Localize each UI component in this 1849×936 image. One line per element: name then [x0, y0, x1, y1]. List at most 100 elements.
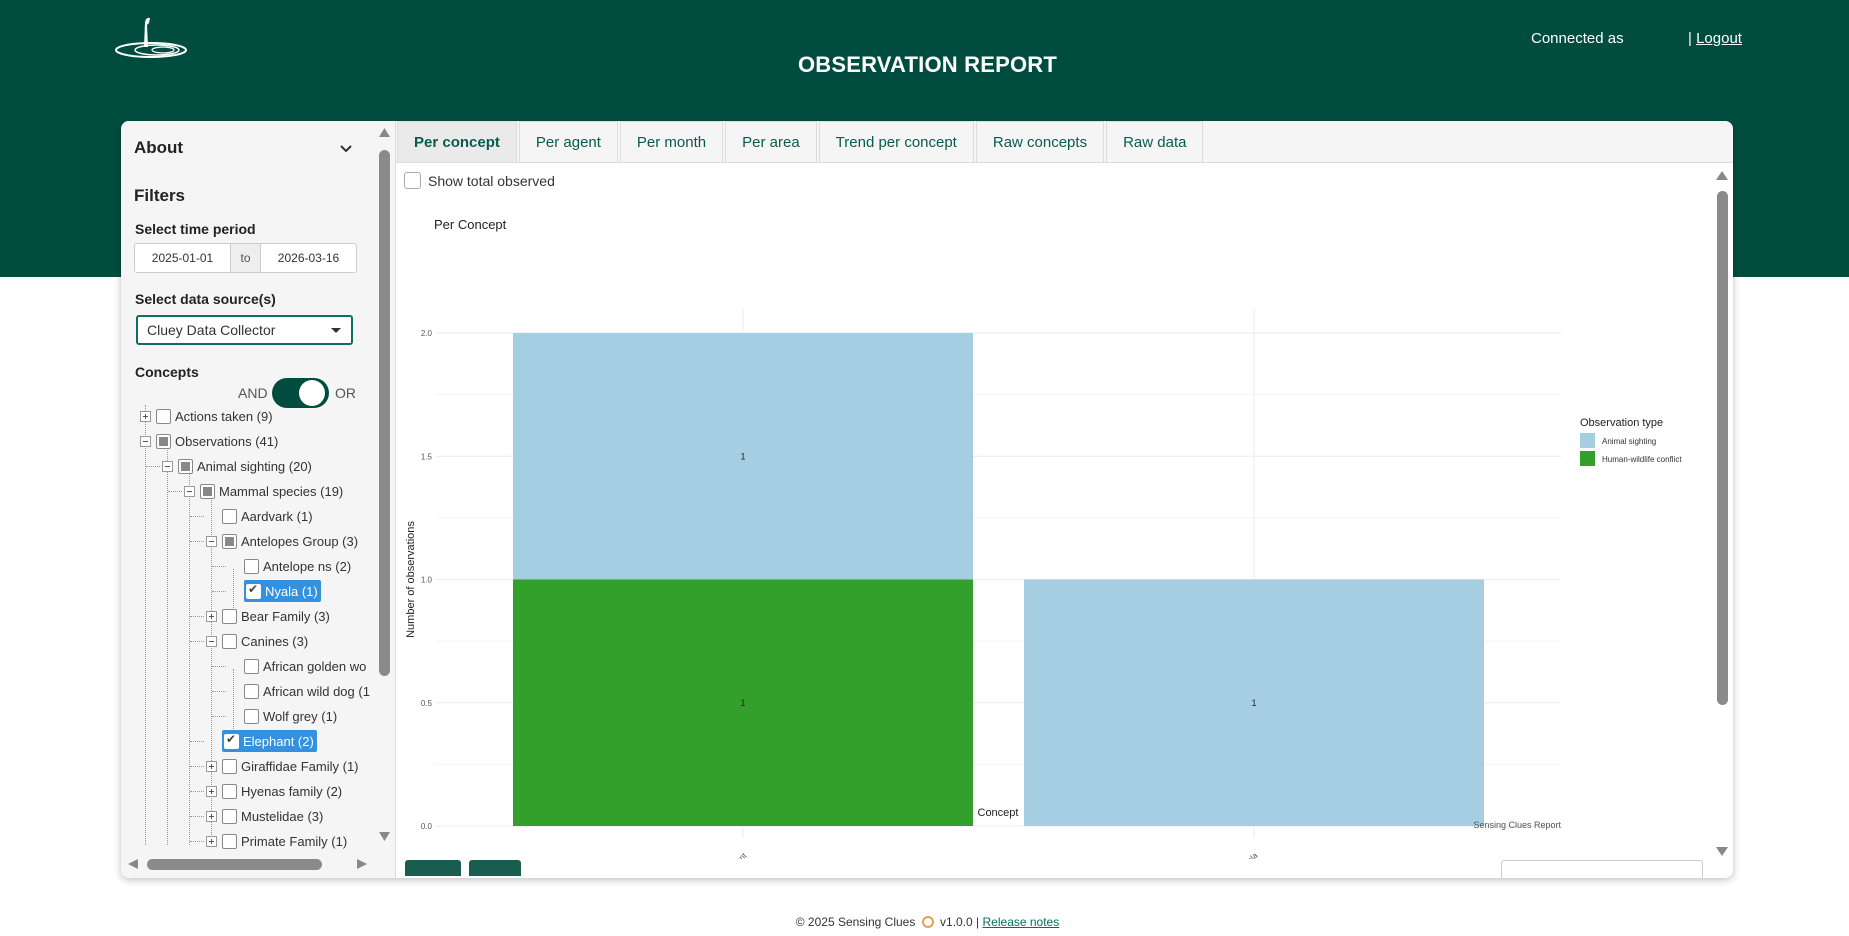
- tree-item-label: Antelopes Group (3): [241, 533, 359, 549]
- tree-item[interactable]: Mustelidae (3): [206, 805, 323, 827]
- tree-item-checkbox[interactable]: [222, 783, 237, 799]
- expand-icon[interactable]: [206, 785, 217, 797]
- tree-item[interactable]: Antelopes Group (3): [206, 530, 358, 552]
- tree-item-checkbox[interactable]: [244, 658, 259, 674]
- y-tick-label: 1.5: [421, 452, 433, 461]
- or-label: OR: [335, 385, 356, 401]
- tree-item[interactable]: African wild dog (1: [244, 680, 370, 702]
- tab-per-month[interactable]: Per month: [619, 121, 724, 162]
- expand-icon[interactable]: [140, 410, 151, 422]
- copyright-text: © 2025 Sensing Clues: [795, 915, 916, 929]
- tree-item[interactable]: Actions taken (9): [140, 405, 273, 427]
- tree-item[interactable]: Animal sighting (20): [162, 455, 312, 477]
- tree-line: [190, 816, 204, 817]
- chart-title: Per Concept: [434, 217, 507, 232]
- tree-line: [190, 741, 204, 742]
- tree-item-label: African wild dog (1: [263, 683, 370, 699]
- collapse-icon[interactable]: [206, 635, 217, 647]
- tree-item[interactable]: Primate Family (1): [206, 830, 347, 852]
- logout-area: | Logout: [1688, 30, 1742, 47]
- tree-item-checkbox[interactable]: [222, 633, 237, 649]
- tree-line: [189, 469, 190, 845]
- sidebar-vertical-scrollbar[interactable]: [376, 124, 393, 846]
- version-text: v1.0.0 |: [940, 915, 980, 929]
- sidebar-horizontal-scrollbar[interactable]: [121, 854, 395, 874]
- tree-item[interactable]: Canines (3): [206, 630, 308, 652]
- date-from-input[interactable]: 2025-01-01: [151, 251, 214, 265]
- expand-icon[interactable]: [206, 810, 217, 822]
- tab-raw-concepts[interactable]: Raw concepts: [975, 121, 1105, 162]
- tree-item[interactable]: Giraffidae Family (1): [206, 755, 359, 777]
- tree-item-checkbox[interactable]: [244, 683, 259, 699]
- tree-item-label: Hyenas family (2): [241, 783, 343, 799]
- tree-item-label: Bear Family (3): [241, 608, 330, 624]
- tree-item-checkbox[interactable]: [222, 758, 237, 774]
- collapse-icon[interactable]: [184, 485, 195, 497]
- tab-per-agent[interactable]: Per agent: [518, 121, 618, 162]
- tree-line: [212, 691, 226, 692]
- tree-item[interactable]: Observations (41): [140, 430, 278, 452]
- about-title[interactable]: About: [134, 138, 184, 157]
- export-button[interactable]: [469, 860, 521, 876]
- tree-item-checkbox[interactable]: [200, 483, 215, 499]
- data-source-select[interactable]: Cluey Data Collector: [136, 315, 353, 345]
- tree-item-label: Nyala (1): [265, 583, 318, 599]
- tree-item[interactable]: Hyenas family (2): [206, 780, 342, 802]
- tree-line: [190, 766, 204, 767]
- data-source-value: Cluey Data Collector: [147, 322, 276, 338]
- date-to-input[interactable]: 2026-03-16: [277, 251, 340, 265]
- concepts-label: Concepts: [135, 364, 199, 380]
- tree-item-checkbox[interactable]: [222, 608, 237, 624]
- expand-icon[interactable]: [206, 760, 217, 772]
- expand-icon[interactable]: [206, 835, 217, 847]
- tree-item[interactable]: African golden wo: [244, 655, 366, 677]
- tree-line: [167, 444, 168, 845]
- release-notes-link[interactable]: Release notes: [982, 915, 1060, 929]
- x-tick-label: Nyala: [1239, 851, 1260, 859]
- tree-item[interactable]: Mammal species (19): [184, 480, 343, 502]
- expand-icon[interactable]: [206, 610, 217, 622]
- show-total-checkbox[interactable]: [404, 172, 421, 189]
- bar-elephant-animal-sighting: [513, 333, 973, 580]
- download-button[interactable]: [405, 860, 461, 876]
- main-vertical-scrollbar[interactable]: [1712, 163, 1732, 863]
- tree-item[interactable]: Elephant (2): [222, 730, 317, 752]
- tree-item[interactable]: Wolf grey (1): [244, 705, 337, 727]
- tree-item[interactable]: Bear Family (3): [206, 605, 330, 627]
- collapse-icon[interactable]: [206, 535, 217, 547]
- tree-item-label: Canines (3): [241, 633, 309, 649]
- tree-item-label: Primate Family (1): [241, 833, 348, 849]
- show-total-toggle[interactable]: Show total observed: [404, 172, 555, 189]
- tree-item[interactable]: Aardvark (1): [222, 505, 313, 527]
- connected-as-label: Connected as: [1531, 30, 1624, 47]
- tree-item-checkbox[interactable]: [156, 408, 171, 424]
- tree-item-checkbox[interactable]: [222, 808, 237, 824]
- tree-item[interactable]: Nyala (1): [244, 580, 321, 602]
- tree-item-checkbox[interactable]: [222, 508, 237, 524]
- collapse-icon[interactable]: [140, 435, 151, 447]
- tree-line: [168, 491, 182, 492]
- filters-title: Filters: [134, 186, 186, 205]
- chevron-down-icon[interactable]: [336, 139, 356, 159]
- tree-item-checkbox[interactable]: [222, 533, 237, 549]
- tree-line: [233, 569, 234, 614]
- tab-trend-per-concept[interactable]: Trend per concept: [818, 121, 974, 162]
- collapse-icon[interactable]: [162, 460, 173, 472]
- and-or-switch[interactable]: [272, 378, 329, 408]
- tab-per-area[interactable]: Per area: [725, 121, 817, 162]
- tree-item[interactable]: Antelope ns (2): [244, 555, 351, 577]
- tab-per-concept[interactable]: Per concept: [397, 121, 517, 162]
- tree-item-label: Animal sighting (20): [197, 458, 312, 474]
- tree-item-checkbox[interactable]: [222, 833, 237, 849]
- tree-item-checkbox[interactable]: [178, 458, 193, 474]
- tab-raw-data[interactable]: Raw data: [1106, 121, 1204, 162]
- show-total-label: Show total observed: [428, 172, 555, 189]
- tree-item-checkbox[interactable]: [224, 732, 239, 749]
- logout-link[interactable]: Logout: [1696, 30, 1742, 47]
- tree-item-checkbox[interactable]: [156, 433, 171, 449]
- tree-item-checkbox[interactable]: [246, 582, 261, 599]
- tree-item-checkbox[interactable]: [244, 708, 259, 724]
- tree-item-checkbox[interactable]: [244, 558, 259, 574]
- tree-item-label: Actions taken (9): [175, 408, 273, 424]
- table-search-input[interactable]: [1501, 860, 1703, 878]
